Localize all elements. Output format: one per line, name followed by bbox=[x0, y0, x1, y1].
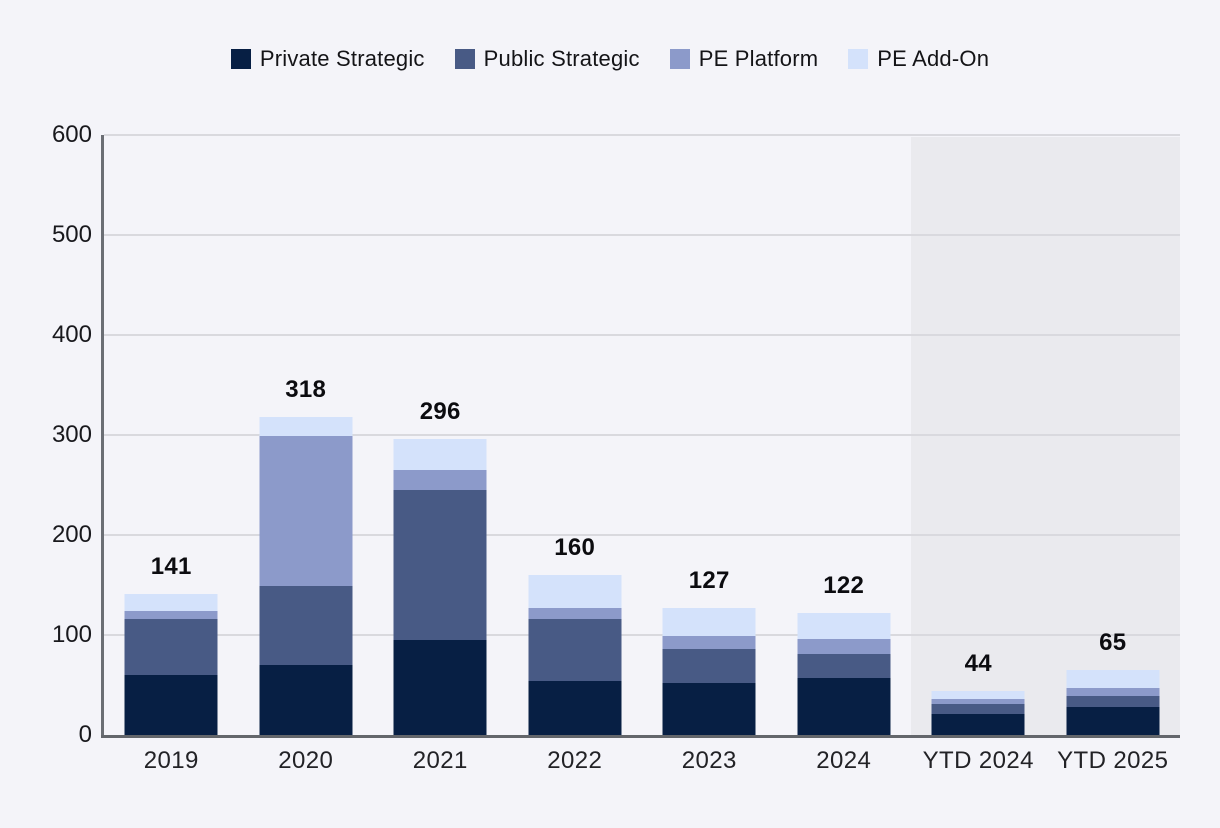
bar-segment-pe-add-on bbox=[797, 613, 891, 639]
legend-swatch-icon bbox=[669, 49, 690, 69]
stacked-bar-2020 bbox=[259, 417, 353, 735]
bar-segment-pe-platform bbox=[528, 608, 622, 619]
stacked-bar-2019 bbox=[124, 594, 218, 735]
bar-slot-2020: 318 bbox=[239, 135, 374, 735]
bar-segment-pe-platform bbox=[662, 636, 756, 649]
bar-segment-private-strategic bbox=[931, 714, 1025, 735]
gridline-600 bbox=[104, 134, 1180, 136]
gridline-200 bbox=[104, 534, 1180, 536]
legend-item-private-strategic: Private Strategic bbox=[230, 46, 425, 72]
x-axis-line bbox=[101, 735, 1180, 738]
bar-total-label: 318 bbox=[285, 376, 327, 403]
bar-segment-pe-add-on bbox=[528, 575, 622, 608]
bar-segment-pe-add-on bbox=[259, 417, 353, 436]
legend-item-pe-platform: PE Platform bbox=[669, 46, 819, 72]
bar-segment-pe-add-on bbox=[124, 594, 218, 611]
y-tick-label-100: 100 bbox=[51, 621, 92, 648]
bar-segment-private-strategic bbox=[124, 675, 218, 735]
x-axis-labels: 2019 2020 2021 2022 2023 2024 YTD 2024 YTD 2025 bbox=[104, 747, 1180, 781]
bar-segment-pe-add-on bbox=[393, 439, 487, 470]
legend-item-pe-add-on: PE Add-On bbox=[848, 46, 989, 72]
y-tick-label-500: 500 bbox=[51, 221, 92, 248]
bar-total-label: 296 bbox=[419, 398, 461, 425]
x-tick-label-2019: 2019 bbox=[143, 747, 199, 774]
bar-segment-private-strategic bbox=[393, 640, 487, 735]
bar-segment-public-strategic bbox=[528, 619, 622, 681]
legend-swatch-icon bbox=[454, 49, 475, 69]
stacked-bar-2021 bbox=[393, 439, 487, 735]
bar-segment-pe-platform bbox=[931, 699, 1025, 704]
bar-segment-public-strategic bbox=[931, 704, 1025, 714]
bar-slot-2024: 122 bbox=[777, 135, 912, 735]
bar-slot-ytd-2024: 44 bbox=[911, 135, 1046, 735]
gridline-100 bbox=[104, 634, 1180, 636]
plot-area: 141 318 296 160 127 122 44 65 bbox=[101, 134, 1181, 738]
y-tick-label-400: 400 bbox=[51, 321, 92, 348]
gridline-300 bbox=[104, 434, 1180, 436]
legend-swatch-icon bbox=[230, 49, 251, 69]
bar-segment-private-strategic bbox=[797, 678, 891, 735]
y-tick-label-600: 600 bbox=[51, 121, 92, 148]
gridline-500 bbox=[104, 234, 1180, 236]
bar-segment-public-strategic bbox=[393, 490, 487, 640]
legend-swatch-icon bbox=[848, 49, 869, 69]
bar-segment-private-strategic bbox=[1066, 707, 1160, 735]
y-tick-label-300: 300 bbox=[51, 421, 92, 448]
legend-label: PE Platform bbox=[698, 46, 819, 71]
bar-segment-pe-add-on bbox=[931, 691, 1025, 699]
bar-slot-ytd-2025: 65 bbox=[1046, 135, 1181, 735]
x-tick-label-2021: 2021 bbox=[412, 747, 468, 774]
bar-total-label: 44 bbox=[964, 650, 992, 677]
stacked-bar-2022 bbox=[528, 575, 622, 735]
bar-total-label: 160 bbox=[554, 534, 596, 561]
x-tick-label-ytd-2024: YTD 2024 bbox=[922, 747, 1034, 774]
bar-segment-pe-add-on bbox=[662, 608, 756, 636]
bar-segment-pe-platform bbox=[1066, 688, 1160, 696]
y-tick-label-0: 0 bbox=[78, 721, 92, 748]
x-tick-label-2020: 2020 bbox=[278, 747, 334, 774]
bar-total-label: 65 bbox=[1099, 629, 1127, 656]
stacked-bar-2023 bbox=[662, 608, 756, 735]
x-tick-label-2024: 2024 bbox=[816, 747, 872, 774]
stacked-bar-2024 bbox=[797, 613, 891, 735]
bar-segment-private-strategic bbox=[528, 681, 622, 735]
stacked-bar-ytd-2025 bbox=[1066, 670, 1160, 735]
y-axis-labels: 0 100 200 300 400 500 600 bbox=[0, 123, 92, 747]
bar-segment-public-strategic bbox=[124, 619, 218, 675]
bar-slot-2023: 127 bbox=[642, 135, 777, 735]
x-tick-label-2022: 2022 bbox=[547, 747, 603, 774]
bar-total-label: 141 bbox=[150, 553, 192, 580]
y-tick-label-200: 200 bbox=[51, 521, 92, 548]
bar-segment-public-strategic bbox=[797, 654, 891, 678]
stacked-bar-ytd-2024 bbox=[931, 691, 1025, 735]
bar-segment-private-strategic bbox=[259, 665, 353, 735]
bar-total-label: 127 bbox=[688, 567, 730, 594]
bar-segment-pe-platform bbox=[259, 436, 353, 586]
bar-segment-pe-platform bbox=[797, 639, 891, 654]
legend: Private Strategic Public Strategic PE Plat… bbox=[0, 46, 1220, 72]
bar-segment-public-strategic bbox=[662, 649, 756, 683]
bar-slot-2022: 160 bbox=[508, 135, 643, 735]
x-tick-label-ytd-2025: YTD 2025 bbox=[1057, 747, 1169, 774]
bar-segment-private-strategic bbox=[662, 683, 756, 735]
y-axis-line bbox=[101, 135, 104, 738]
legend-item-public-strategic: Public Strategic bbox=[454, 46, 640, 72]
bar-segment-public-strategic bbox=[1066, 696, 1160, 707]
x-tick-label-2023: 2023 bbox=[681, 747, 737, 774]
bar-total-label: 122 bbox=[823, 572, 865, 599]
legend-label: Private Strategic bbox=[259, 46, 425, 71]
legend-label: PE Add-On bbox=[877, 46, 990, 71]
legend-label: Public Strategic bbox=[483, 46, 640, 71]
gridline-400 bbox=[104, 334, 1180, 336]
bar-segment-public-strategic bbox=[259, 586, 353, 665]
bar-segment-pe-platform bbox=[393, 470, 487, 490]
bar-slot-2021: 296 bbox=[373, 135, 508, 735]
bar-segment-pe-add-on bbox=[1066, 670, 1160, 688]
bar-segment-pe-platform bbox=[124, 611, 218, 619]
bar-slot-2019: 141 bbox=[104, 135, 239, 735]
